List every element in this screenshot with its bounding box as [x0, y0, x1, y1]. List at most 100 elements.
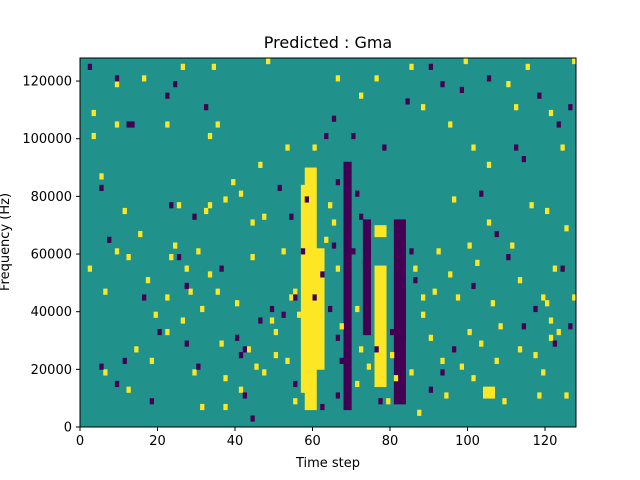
heatmap-cell-low [479, 190, 484, 197]
heatmap-cell-high [467, 242, 472, 249]
heatmap-cell-high [153, 311, 158, 318]
heatmap-cell-low [521, 156, 527, 163]
heatmap-cell-high [374, 75, 379, 82]
heatmap-cell-low [293, 294, 298, 301]
heatmap-cell-low [122, 357, 127, 364]
heatmap-cell-high [467, 328, 472, 336]
heatmap-cell-low [335, 392, 341, 399]
heatmap-cell-high [269, 317, 275, 324]
heatmap-cell-high [463, 58, 468, 65]
chart-title: Predicted : Gma [264, 33, 392, 52]
heatmap-cell-high [432, 288, 437, 295]
heatmap-cell-high [335, 265, 341, 272]
heatmap-cell-high [142, 75, 147, 82]
heatmap-cell-high [99, 173, 104, 180]
heatmap-cell-low [374, 346, 379, 353]
heatmap-cell-high [452, 196, 457, 203]
heatmap-cell-high [475, 259, 480, 266]
heatmap-cell-high [525, 63, 530, 70]
y-tick-label: 20000 [31, 363, 72, 378]
heatmap-cell-low [335, 334, 341, 341]
heatmap-cell-high [436, 248, 441, 255]
heatmap-cell-low [335, 179, 341, 186]
heatmap-cell-high [359, 92, 364, 99]
heatmap-cell-high [331, 219, 337, 226]
heatmap-cell-high [328, 202, 333, 209]
heatmap-cell-low [366, 323, 372, 330]
heatmap-cell-low [471, 282, 476, 290]
heatmap-cell-high [149, 357, 155, 364]
heatmap-cell-low [320, 271, 325, 278]
heatmap-cell-high [215, 121, 220, 128]
heatmap-cell-high [200, 403, 205, 411]
heatmap-cell-high [486, 161, 492, 168]
heatmap-cell-low [196, 363, 201, 370]
heatmap-cell-low [184, 340, 189, 347]
heatmap-cell-high [207, 132, 213, 140]
heatmap-cell-low [378, 398, 383, 405]
heatmap-cell-high [560, 144, 565, 151]
heatmap-cell-high [393, 375, 399, 382]
heatmap-cell-high [145, 277, 151, 284]
heatmap-cells [80, 58, 576, 427]
heatmap-cell-high [165, 294, 170, 301]
heatmap-cell-low [428, 63, 434, 70]
heatmap-cell-high [529, 202, 534, 209]
heatmap-cell-low [300, 248, 306, 255]
heatmap-cell-high [223, 196, 228, 203]
x-tick-label: 0 [76, 434, 84, 449]
heatmap-cell-low [114, 75, 120, 82]
heatmap-cell-low [506, 254, 511, 261]
heatmap-cell-low [165, 92, 170, 99]
heatmap-cell-high [483, 386, 496, 399]
heatmap-cell-high [238, 190, 244, 197]
heatmap-cell-low [428, 386, 434, 393]
heatmap-cell-high [444, 392, 449, 399]
heatmap-cell-low [351, 248, 356, 255]
heatmap-cell-low [99, 184, 104, 192]
heatmap-cell-low [281, 311, 286, 318]
y-axis-ticks: 0 20000 40000 60000 80000 100000 120000 [22, 75, 80, 436]
heatmap-cell-high [262, 369, 267, 376]
heatmap-cell-low [293, 380, 298, 388]
heatmap-cell-high [200, 305, 205, 313]
y-tick-label: 80000 [31, 190, 72, 205]
heatmap-cell-low [130, 121, 135, 128]
heatmap-cell-low [440, 369, 445, 376]
heatmap-cell-high [490, 300, 496, 307]
heatmap-cell-low [250, 415, 255, 422]
heatmap-cell-high [223, 403, 228, 411]
heatmap-cell-high [548, 334, 554, 341]
heatmap-cell-low [219, 265, 224, 272]
heatmap-cell-low [114, 380, 120, 388]
y-tick-label: 40000 [31, 305, 72, 320]
heatmap-cell-low [107, 236, 112, 243]
heatmap-cell-high [211, 63, 217, 70]
heatmap-cell-low [397, 288, 406, 341]
heatmap-cell-low [537, 92, 542, 99]
heatmap-cell-high [250, 254, 255, 261]
x-tick-label: 20 [149, 434, 166, 449]
x-tick-label: 80 [382, 434, 399, 449]
heatmap-cell-high [502, 398, 507, 405]
x-axis-label: Time step [295, 456, 360, 471]
heatmap-cell-low [362, 219, 372, 336]
heatmap-cell-high [238, 386, 244, 393]
heatmap-cell-high [486, 219, 492, 226]
heatmap-cell-low [556, 121, 561, 128]
heatmap-cell-high [235, 300, 240, 307]
heatmap-cell-low [320, 403, 325, 411]
heatmap-cell-high [293, 398, 298, 405]
heatmap-cell-high [219, 340, 224, 347]
heatmap-cell-high [285, 144, 290, 151]
heatmap-cell-high [250, 219, 255, 226]
heatmap-cell-low [494, 230, 499, 238]
y-tick-label: 120000 [22, 75, 72, 90]
heatmap-cell-low [440, 81, 445, 88]
heatmap-cell-high [374, 225, 387, 238]
heatmap-cell-high [541, 369, 546, 376]
heatmap-cell-high [223, 375, 228, 382]
heatmap-cell-low [324, 132, 329, 140]
heatmap-cell-high [273, 328, 279, 336]
heatmap-cell-high [165, 121, 170, 128]
